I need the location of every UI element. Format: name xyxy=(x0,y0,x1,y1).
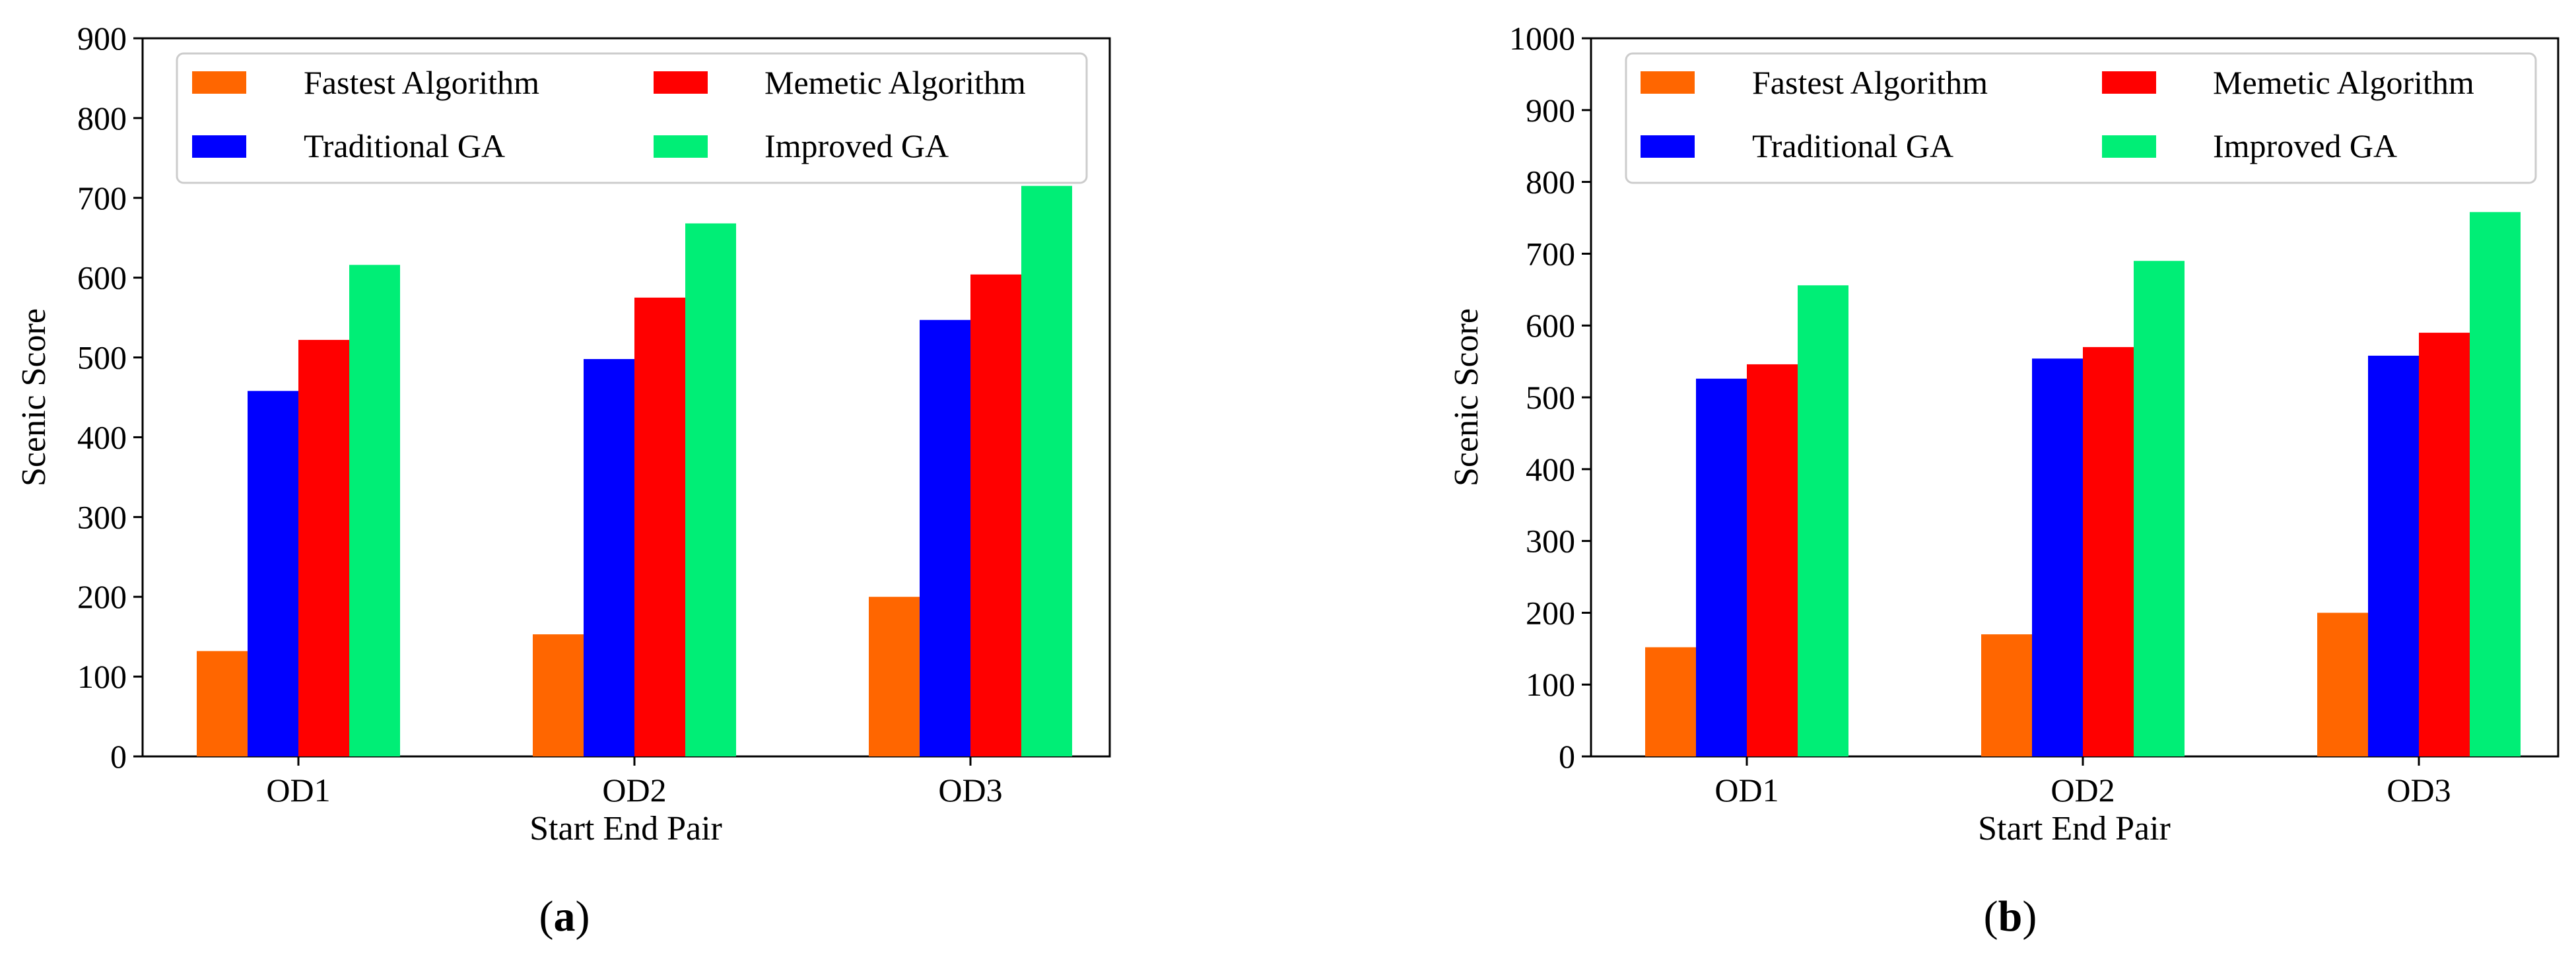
bar-traditional-od3-a xyxy=(920,319,970,756)
bar-fastest-od2-a xyxy=(533,634,584,756)
y-tick-label-700-a: 700 xyxy=(77,180,127,216)
x-tick-label-od1-a: OD1 xyxy=(266,772,330,809)
y-tick-label-200-b: 200 xyxy=(1526,594,1575,631)
bars-b xyxy=(1645,212,2521,757)
legend-label-memetic-a: Memetic Algorithm xyxy=(764,64,1026,101)
bar-fastest-od1-b xyxy=(1645,647,1696,756)
bar-traditional-od1-a xyxy=(248,391,298,756)
bar-fastest-od2-b xyxy=(1981,634,2032,756)
y-tick-label-400-a: 400 xyxy=(77,418,127,455)
y-tick-label-500-a: 500 xyxy=(77,339,127,376)
y-tick-label-600-b: 600 xyxy=(1526,307,1575,344)
legend-swatch-fastest-a xyxy=(192,71,246,94)
bar-improved-od1-b xyxy=(1798,285,1848,757)
y-tick-label-100-a: 100 xyxy=(77,658,127,695)
y-tick-label-300-b: 300 xyxy=(1526,523,1575,560)
y-tick-label-800-a: 800 xyxy=(77,100,127,137)
legend-swatch-memetic-b xyxy=(2102,71,2156,94)
bar-traditional-od2-b xyxy=(2032,358,2083,756)
x-tick-label-od1-b: OD1 xyxy=(1714,772,1779,809)
x-axis-label-b: Start End Pair xyxy=(1978,810,2171,847)
panel-caption-b: (b) xyxy=(1984,892,2037,941)
y-tick-label-700-b: 700 xyxy=(1526,235,1575,272)
y-axis-label-a: Scenic Score xyxy=(15,308,53,486)
y-tick-label-500-b: 500 xyxy=(1526,379,1575,416)
bar-memetic-od2-a xyxy=(634,297,685,756)
bars-a xyxy=(197,185,1072,757)
legend-b: Fastest Algorithm Traditional GA Memetic… xyxy=(1625,52,2537,184)
legend-label-fastest-a: Fastest Algorithm xyxy=(304,64,539,101)
y-tick-label-0-a: 0 xyxy=(110,738,127,775)
y-tick-label-900-b: 900 xyxy=(1526,92,1575,129)
bar-traditional-od2-a xyxy=(584,358,634,756)
legend-swatch-improved-b xyxy=(2102,135,2156,158)
y-ticks-b: 0 100 200 300 400 500 600 700 800 900 1000 xyxy=(1509,20,1591,775)
bar-fastest-od3-a xyxy=(869,597,920,756)
y-tick-label-400-b: 400 xyxy=(1526,451,1575,488)
legend-swatch-traditional-a xyxy=(192,135,246,158)
y-tick-label-100-b: 100 xyxy=(1526,666,1575,703)
x-ticks-a: OD1 OD2 OD3 xyxy=(266,756,1003,809)
legend-label-memetic-b: Memetic Algorithm xyxy=(2213,64,2474,101)
legend-box-b xyxy=(1625,52,2537,184)
chart-panel-a: 0 100 200 300 400 500 600 700 800 900 OD1 OD2 OD3 S… xyxy=(15,20,1111,941)
legend-swatch-improved-a xyxy=(654,135,708,158)
legend-swatch-memetic-a xyxy=(654,71,708,94)
legend-label-improved-b: Improved GA xyxy=(2213,127,2397,164)
bar-memetic-od1-b xyxy=(1747,364,1798,756)
panel-caption-a: (a) xyxy=(539,892,590,941)
y-tick-label-900-a: 900 xyxy=(77,20,127,57)
bar-improved-od2-a xyxy=(685,223,736,756)
bar-traditional-od1-b xyxy=(1696,378,1747,756)
bar-improved-od1-a xyxy=(349,265,400,756)
x-tick-label-od3-a: OD3 xyxy=(938,772,1002,809)
y-ticks-a: 0 100 200 300 400 500 600 700 800 900 xyxy=(77,20,143,775)
legend-box-a xyxy=(176,52,1088,184)
bar-improved-od2-b xyxy=(2134,261,2185,756)
x-tick-label-od2-a: OD2 xyxy=(602,772,666,809)
bar-fastest-od1-a xyxy=(197,651,248,756)
legend-swatch-fastest-b xyxy=(1641,71,1695,94)
bar-improved-od3-b xyxy=(2470,212,2521,756)
y-tick-label-200-a: 200 xyxy=(77,578,127,615)
legend-swatch-traditional-b xyxy=(1641,135,1695,158)
legend-label-improved-a: Improved GA xyxy=(764,127,949,164)
x-tick-label-od2-b: OD2 xyxy=(2051,772,2115,809)
bar-memetic-od1-a xyxy=(298,339,349,756)
y-tick-label-0-b: 0 xyxy=(1559,738,1575,775)
y-tick-label-1000-b: 1000 xyxy=(1509,20,1575,57)
bar-memetic-od3-b xyxy=(2419,333,2470,757)
bar-fastest-od3-b xyxy=(2317,613,2368,756)
bar-memetic-od2-b xyxy=(2083,347,2134,756)
legend-label-fastest-b: Fastest Algorithm xyxy=(1752,64,1988,101)
x-axis-label-a: Start End Pair xyxy=(529,810,722,847)
y-tick-label-800-b: 800 xyxy=(1526,164,1575,201)
bar-improved-od3-a xyxy=(1021,185,1072,757)
bar-memetic-od3-a xyxy=(970,274,1021,756)
y-axis-label-b: Scenic Score xyxy=(1448,308,1485,486)
legend-label-traditional-b: Traditional GA xyxy=(1752,127,1953,164)
legend-a: Fastest Algorithm Traditional GA Memetic… xyxy=(176,52,1088,184)
x-tick-label-od3-b: OD3 xyxy=(2387,772,2451,809)
legend-label-traditional-a: Traditional GA xyxy=(304,127,505,164)
bar-traditional-od3-b xyxy=(2368,355,2419,756)
x-ticks-b: OD1 OD2 OD3 xyxy=(1714,756,2451,809)
y-tick-label-600-a: 600 xyxy=(77,259,127,296)
y-tick-label-300-a: 300 xyxy=(77,498,127,535)
